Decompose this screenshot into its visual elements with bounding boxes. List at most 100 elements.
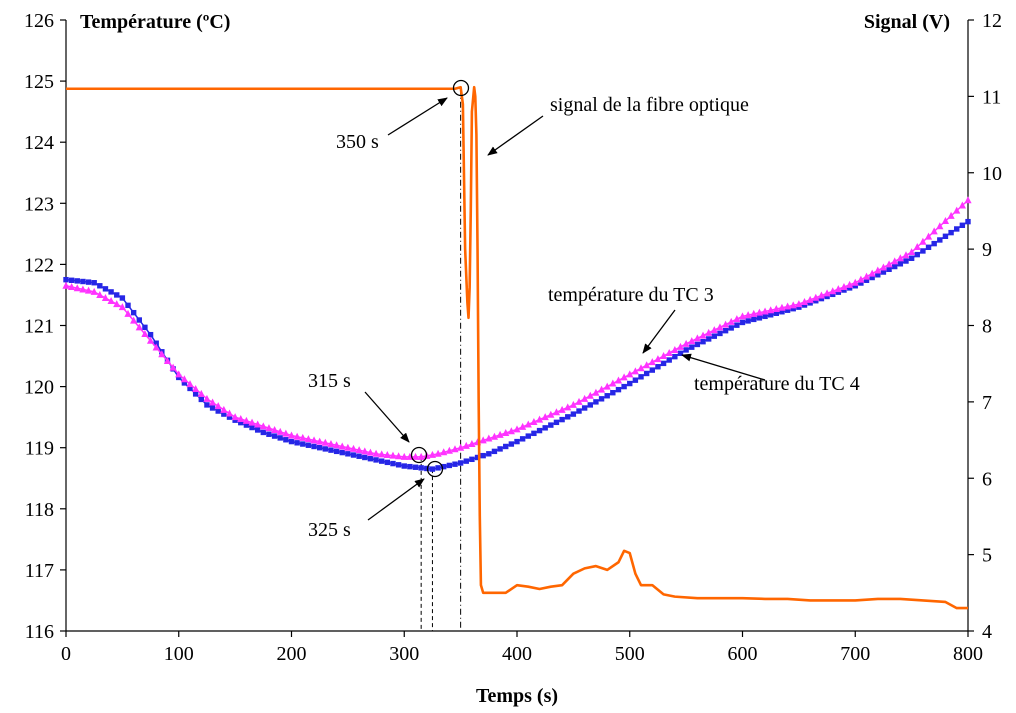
data-point-tc4: [908, 255, 915, 261]
data-point-tc3: [609, 379, 617, 387]
data-point-tc4: [846, 285, 853, 291]
data-point-tc3: [524, 420, 532, 428]
data-point-tc4: [655, 364, 661, 370]
data-point-tc3: [192, 385, 200, 393]
data-point-tc4: [209, 405, 216, 411]
data-point-tc4: [486, 451, 492, 457]
annotation-label-tc4: température du TC 4: [694, 373, 860, 395]
data-point-tc4: [395, 462, 402, 468]
data-point-tc4: [841, 287, 847, 293]
y-left-tick-label: 121: [24, 316, 54, 338]
data-point-tc4: [598, 396, 605, 402]
data-point-tc4: [739, 319, 746, 326]
data-point-tc3: [344, 443, 352, 451]
x-tick-label: 300: [389, 643, 419, 665]
data-point-tc3: [659, 352, 668, 360]
data-point-tc4: [615, 386, 622, 393]
data-point-tc4: [452, 461, 458, 467]
data-point-tc3: [693, 334, 701, 342]
data-point-tc3: [885, 260, 893, 268]
data-point-tc3: [395, 452, 403, 460]
data-point-tc4: [610, 390, 616, 396]
data-point-tc3: [643, 361, 651, 369]
data-point-tc4: [942, 233, 949, 239]
data-point-tc4: [638, 374, 644, 380]
data-point-tc3: [101, 294, 110, 302]
data-point-tc3: [361, 447, 369, 455]
data-point-tc4: [627, 380, 633, 387]
data-point-tc4: [717, 330, 723, 337]
data-point-tc3: [389, 451, 397, 459]
data-point-tc4: [503, 443, 509, 450]
data-point-tc4: [68, 277, 75, 283]
y-right-tick-label: 9: [982, 239, 992, 261]
data-point-tc3: [434, 449, 442, 457]
data-point-tc4: [728, 325, 734, 331]
data-point-tc3: [688, 337, 696, 345]
y-left-tick-label: 117: [25, 560, 54, 582]
data-point-tc3: [586, 391, 594, 399]
data-point-tc4: [119, 295, 126, 301]
data-point-tc3: [676, 342, 685, 350]
data-point-tc4: [914, 251, 920, 258]
y-left-tick-label: 123: [24, 193, 54, 215]
data-point-tc3: [705, 328, 713, 336]
data-point-tc4: [418, 465, 424, 471]
data-point-tc4: [553, 419, 560, 426]
data-point-tc3: [186, 380, 194, 388]
data-point-tc3: [208, 398, 217, 406]
data-point-tc4: [311, 443, 317, 450]
data-point-tc3: [800, 297, 809, 305]
data-point-tc3: [817, 291, 826, 299]
data-point-tc4: [587, 402, 593, 408]
x-tick-label: 800: [953, 643, 983, 665]
data-point-tc4: [858, 280, 864, 286]
data-point-tc3: [761, 307, 769, 315]
data-point-tc4: [316, 445, 323, 451]
data-point-tc4: [548, 422, 554, 428]
x-tick-label: 700: [840, 643, 870, 665]
data-point-tc4: [480, 452, 486, 459]
data-point-tc4: [74, 278, 80, 284]
marker-circle-325s: [426, 460, 444, 478]
data-point-tc3: [124, 309, 132, 317]
data-point-tc3: [569, 400, 577, 408]
data-point-tc3: [411, 452, 420, 460]
data-point-tc3: [874, 266, 882, 274]
data-point-tc4: [683, 347, 689, 353]
data-point-tc3: [806, 295, 814, 303]
data-point-tc4: [328, 447, 334, 453]
data-point-tc4: [892, 263, 898, 270]
y-left-tick-label: 124: [24, 132, 54, 154]
data-point-tc4: [125, 302, 131, 309]
data-point-tc3: [113, 300, 121, 308]
y-left-tick-label: 122: [24, 254, 54, 276]
data-point-tc4: [565, 414, 571, 420]
data-point-tc4: [232, 417, 238, 423]
annotation-tc4: température du TC 4: [681, 353, 860, 395]
data-point-tc4: [593, 399, 599, 405]
data-point-tc3: [485, 434, 493, 442]
data-point-tc3: [789, 301, 797, 309]
data-point-tc3: [953, 206, 961, 214]
data-point-tc3: [118, 303, 126, 311]
data-point-tc3: [490, 432, 499, 440]
data-point-tc4: [362, 454, 368, 461]
series-tc3: [62, 196, 972, 460]
data-point-tc3: [68, 283, 76, 291]
data-point-tc3: [671, 345, 679, 353]
data-point-tc3: [665, 348, 673, 356]
data-point-tc3: [564, 403, 572, 411]
series-line-fibre-signal: [66, 85, 968, 610]
data-point-tc3: [169, 363, 177, 371]
data-point-tc3: [265, 424, 273, 432]
data-point-tc3: [293, 432, 301, 440]
data-point-tc3: [225, 409, 234, 417]
data-point-tc3: [400, 452, 408, 460]
data-point-tc4: [187, 385, 193, 392]
data-point-tc4: [226, 414, 233, 420]
data-point-tc4: [249, 424, 255, 431]
data-point-tc3: [304, 435, 313, 443]
data-point-tc4: [491, 448, 498, 455]
